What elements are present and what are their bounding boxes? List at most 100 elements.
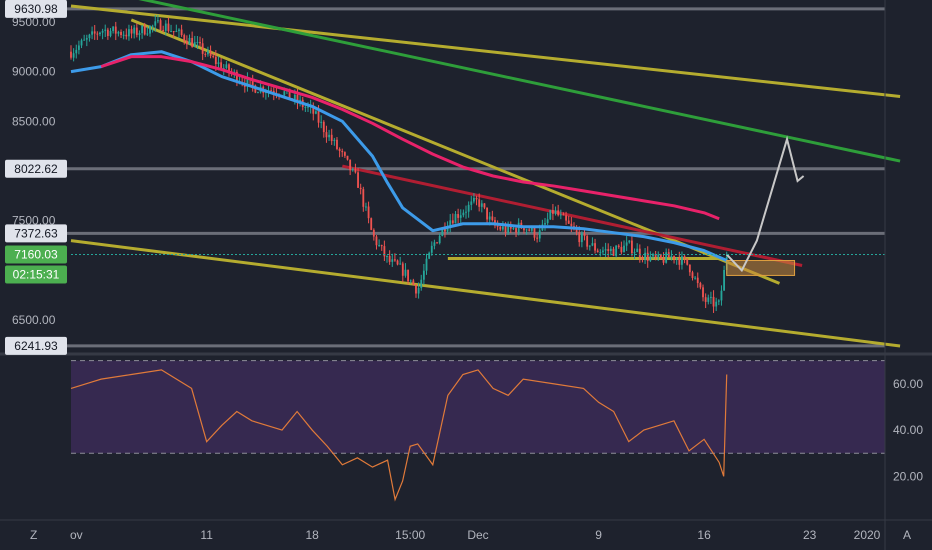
candle-body xyxy=(486,207,488,220)
rsi-axis-ticks[interactable]: 60.00 40.00 20.00 xyxy=(893,377,923,484)
candle-body xyxy=(320,121,323,123)
candle-body xyxy=(112,26,115,31)
candle-body xyxy=(351,168,354,171)
candle-body xyxy=(101,30,104,33)
candle-body xyxy=(138,33,141,35)
candle-body xyxy=(710,296,712,298)
time-tick-label: 9 xyxy=(595,528,602,542)
candle-body xyxy=(686,258,689,265)
candle-body xyxy=(441,228,444,236)
candle-body xyxy=(336,139,338,149)
rsi-pane[interactable] xyxy=(70,360,885,502)
candle-body xyxy=(270,90,273,92)
candle-body xyxy=(512,228,515,230)
candle-body xyxy=(193,42,196,47)
candle-body xyxy=(343,152,346,156)
candle-body xyxy=(209,50,212,56)
candle-body xyxy=(528,229,531,231)
candle-body xyxy=(559,214,562,216)
price-label-box xyxy=(5,159,67,178)
candle-body xyxy=(675,258,678,260)
candle-body xyxy=(404,269,407,276)
candle-body xyxy=(599,252,602,254)
price-label-text: 02:15:31 xyxy=(13,267,60,281)
candle-body xyxy=(85,38,88,40)
time-tick-label: 2020 xyxy=(854,528,881,542)
price-label-box xyxy=(5,265,67,284)
candle-body xyxy=(644,252,647,260)
trendline xyxy=(342,164,803,267)
candle-body xyxy=(583,233,586,237)
candle-body xyxy=(386,255,388,257)
candle-body xyxy=(530,227,533,231)
candle-body xyxy=(246,78,249,87)
candle-body xyxy=(409,280,412,282)
candle-body xyxy=(507,225,510,233)
ema-slow-line xyxy=(100,55,720,221)
candle-body xyxy=(93,31,96,34)
candle-body xyxy=(293,94,296,100)
candle-body xyxy=(428,252,431,259)
candle-body xyxy=(341,151,344,153)
time-tick-label: 18 xyxy=(306,528,320,542)
candle-body xyxy=(422,270,425,280)
price-tick-label: 6500.00 xyxy=(12,313,56,327)
candle-body xyxy=(533,227,536,238)
candle-body xyxy=(288,88,291,99)
price-axis[interactable]: 9500.00 9000.00 8500.00 7500.00 6500.00 9630… xyxy=(5,0,886,520)
candle-body xyxy=(588,245,591,247)
candle-body xyxy=(88,34,91,39)
candle-body xyxy=(196,41,199,43)
candle-body xyxy=(633,252,636,254)
candle-body xyxy=(133,27,136,34)
candle-body xyxy=(156,20,159,22)
candle-body xyxy=(620,246,623,253)
candle-body xyxy=(170,31,172,33)
candle-body xyxy=(338,148,341,152)
candle-body xyxy=(636,248,639,253)
moving-averages xyxy=(70,50,728,262)
candle-body xyxy=(430,245,433,253)
candle-body xyxy=(525,229,528,231)
price-tick-label: 9500.00 xyxy=(12,15,56,29)
candle-body xyxy=(449,220,452,227)
candle-body xyxy=(436,242,438,244)
candle-body xyxy=(631,240,633,254)
candle-body xyxy=(451,220,454,224)
candle-body xyxy=(567,220,570,224)
candle-body xyxy=(625,242,628,246)
candle-body xyxy=(362,189,365,207)
price-tick-label: 8500.00 xyxy=(12,114,56,128)
candle-body xyxy=(425,258,428,271)
candle-body xyxy=(372,229,375,237)
candle-body xyxy=(575,229,578,233)
zoom-icon[interactable]: Z xyxy=(30,528,37,542)
candle-body xyxy=(483,203,486,208)
time-tick-label: ov xyxy=(70,528,83,542)
auto-scale-icon[interactable]: A xyxy=(903,528,911,542)
candle-body xyxy=(75,49,78,54)
candle-body xyxy=(554,210,557,214)
candle-body xyxy=(172,31,175,33)
candle-body xyxy=(120,31,122,36)
time-axis[interactable]: ov 11 18 15:00 Dec 9 16 23 2020 xyxy=(0,519,932,550)
trendlines xyxy=(70,0,901,348)
candle-body xyxy=(683,256,686,259)
candle-body xyxy=(638,248,641,258)
candle-body xyxy=(415,284,417,294)
price-pane[interactable] xyxy=(0,0,932,354)
candle-body xyxy=(135,27,138,35)
candle-body xyxy=(349,159,352,171)
candle-body xyxy=(201,43,204,54)
candle-body xyxy=(235,71,238,83)
candle-body xyxy=(164,23,167,31)
price-label-text: 7160.03 xyxy=(14,248,58,262)
candle-body xyxy=(646,252,649,261)
candle-body xyxy=(472,197,475,202)
candle-body xyxy=(141,25,144,34)
price-label-text: 9630.98 xyxy=(14,2,58,16)
candle-body xyxy=(207,50,209,55)
candle-body xyxy=(143,25,146,35)
candle-body xyxy=(417,288,420,294)
